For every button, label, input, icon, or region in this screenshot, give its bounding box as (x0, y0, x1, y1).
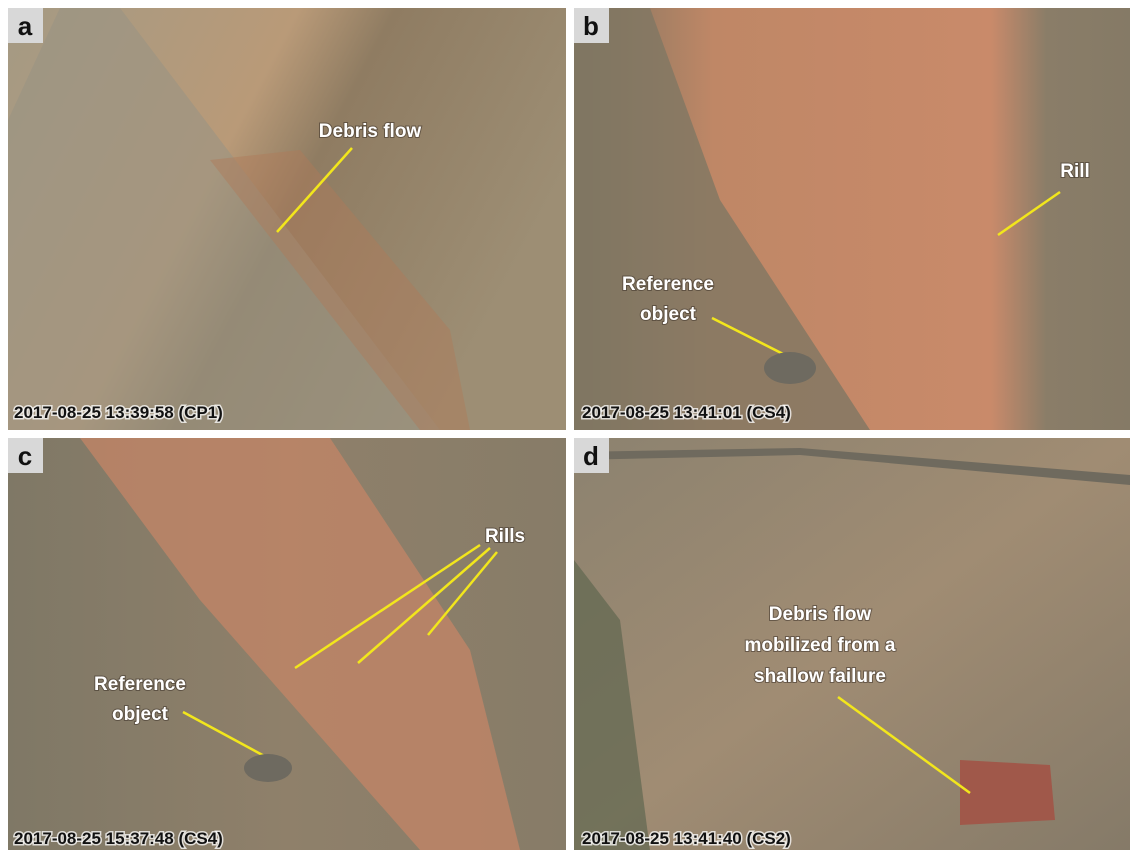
label-box (8, 438, 43, 473)
reference-object (764, 352, 816, 384)
vegetation (574, 560, 650, 850)
failure (960, 760, 1055, 825)
panel-c: c Rills Reference object 2017-08-25 15:3… (8, 438, 566, 850)
panel-d: d Debris flow mobilized from a shallow f… (574, 438, 1130, 850)
annotation: object (112, 704, 169, 725)
panel-letter: b (583, 11, 599, 41)
reference-object (244, 754, 292, 782)
road (574, 448, 1130, 485)
timestamp: 2017-08-25 15:37:48 (CS4) (14, 829, 223, 848)
label-box (8, 8, 43, 43)
debris (210, 150, 470, 430)
pointer (427, 551, 498, 636)
pointer (837, 695, 971, 795)
rills (80, 438, 520, 850)
panel-a: a Debris flow 2017-08-25 13:39:58 (CP1) (8, 8, 566, 430)
panel-letter: c (18, 441, 32, 471)
panel-letter: d (583, 441, 599, 471)
annotation: Debris flow (319, 121, 422, 142)
pointer (276, 147, 353, 233)
annotation: Reference (94, 674, 186, 695)
annotation: object (640, 304, 697, 325)
annotation: Rill (1060, 161, 1090, 182)
panel-letter: a (18, 11, 33, 41)
annotation: shallow failure (754, 666, 886, 687)
panel-b: b Rill Reference object 2017-08-25 13:41… (574, 8, 1130, 430)
slope (8, 8, 440, 430)
annotation: mobilized from a (745, 635, 896, 656)
pointer (997, 190, 1061, 237)
annotation: Debris flow (769, 604, 872, 625)
pointer (357, 547, 491, 664)
annotation: Rills (485, 526, 525, 547)
pointer (294, 543, 481, 670)
annotation: Reference (622, 274, 714, 295)
timestamp: 2017-08-25 13:39:58 (CP1) (14, 403, 223, 422)
timestamp: 2017-08-25 13:41:01 (CS4) (582, 403, 791, 422)
label-box (574, 8, 609, 43)
label-box (574, 438, 609, 473)
slope (574, 8, 870, 430)
timestamp: 2017-08-25 13:41:40 (CS2) (582, 829, 791, 848)
pointer (182, 710, 269, 760)
